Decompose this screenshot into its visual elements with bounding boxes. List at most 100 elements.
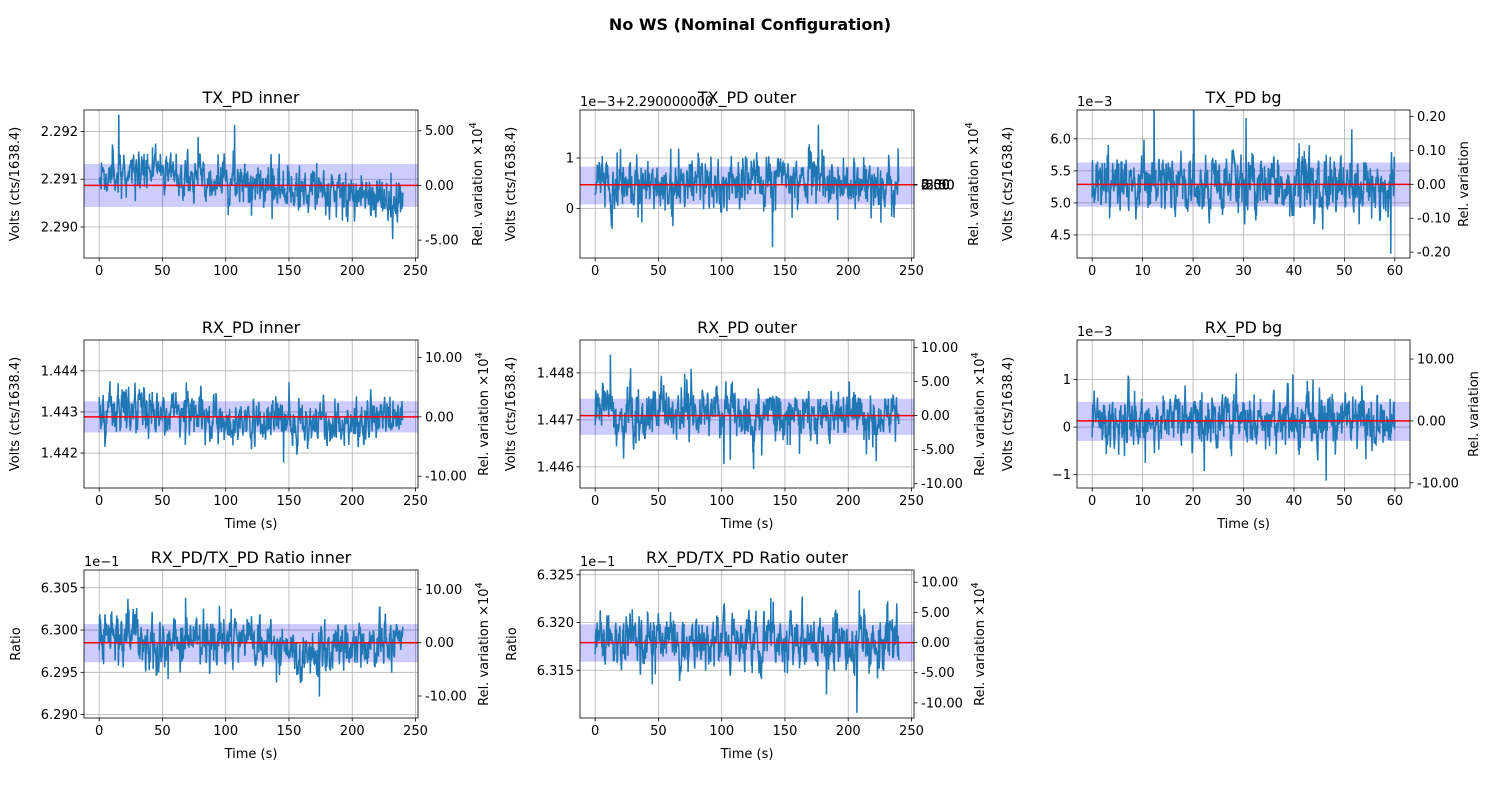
subplot-title: RX_PD/TX_PD Ratio outer	[646, 548, 848, 568]
y-tick-label: 1.443	[41, 405, 78, 420]
axes-frame	[83, 109, 419, 259]
y2-axis-label: Rel. variation ×104	[970, 352, 988, 476]
axes-frame	[579, 109, 915, 259]
x-tick-label: 100	[709, 494, 734, 509]
axes-frame	[579, 339, 915, 489]
y2-axis-label-exponent: 4	[964, 122, 975, 128]
subplot-title: RX_PD bg	[1205, 318, 1282, 338]
subplot-tx-inner: 0 50 100 150 200 250 2.290 2.291 2.292 -5.00 0.00 5…	[8, 88, 486, 279]
x-tick-label: 200	[836, 494, 861, 509]
y-tick-label: 6.320	[537, 616, 574, 631]
y2-axis-label: Rel. variation ×104	[468, 122, 486, 246]
x-tick-label: 0	[1088, 264, 1096, 279]
data-series-line	[1091, 110, 1396, 254]
x-tick-label: 0	[1088, 494, 1096, 509]
y2-tick-label: 5.00	[425, 124, 454, 139]
y-axis-label: Ratio	[505, 627, 520, 660]
x-tick-label: 50	[154, 494, 171, 509]
x-tick-label: 50	[650, 494, 667, 509]
axes-frame	[83, 569, 419, 719]
y2-tick-label: 0.00	[425, 410, 454, 425]
x-tick-label: 30	[1235, 264, 1252, 279]
y-tick-label: 5.5	[1050, 164, 1071, 179]
y2-tick-label: 0.20	[1417, 110, 1446, 125]
x-tick-label: 0	[591, 724, 599, 739]
x-tick-label: 10	[1134, 494, 1151, 509]
y2-tick-label: 10.00	[921, 576, 958, 591]
y-axis-label: Volts (cts/1638.4)	[504, 127, 519, 241]
y2-tick-label: 10.00	[921, 341, 958, 356]
x-tick-label: 50	[154, 724, 171, 739]
subplot-rx-outer: 0 50 100 150 200 250 1.446 1.447 1.448 -10.00 -5.0…	[504, 318, 988, 532]
x-tick-label: 200	[836, 264, 861, 279]
x-tick-label: 150	[773, 494, 798, 509]
x-tick-label: 200	[340, 494, 365, 509]
y-tick-label: 2.290	[41, 220, 78, 235]
data-series-line	[594, 590, 900, 713]
x-tick-label: 150	[277, 264, 302, 279]
x-tick-label: 200	[340, 724, 365, 739]
y2-axis-label-text: Rel. variation	[1467, 371, 1482, 457]
y-tick-label: 6.300	[41, 624, 78, 639]
y-tick-label: 6.290	[41, 708, 78, 723]
axes-frame	[83, 339, 419, 489]
axes-frame	[579, 569, 915, 719]
y-tick-label: 1.447	[537, 413, 574, 428]
y-tick-label: 1.446	[537, 460, 574, 475]
y-tick-label: 0	[1063, 421, 1071, 436]
y-tick-label: 6.0	[1050, 132, 1071, 147]
subplot-title: TX_PD outer	[697, 88, 797, 108]
y2-axis-label-exponent: 4	[970, 582, 981, 588]
x-tick-label: 0	[95, 724, 103, 739]
y2-tick-label: 10.00	[425, 351, 462, 366]
y2-tick-label: 0.10	[1417, 144, 1446, 159]
axis-offset-label: 1e−3	[1077, 325, 1112, 340]
y2-axis-label-text: Rel. variation ×10	[973, 589, 988, 706]
y2-tick-label: -5.00	[425, 234, 459, 249]
y2-tick-label: -2.50	[921, 178, 955, 193]
y-tick-label: 1.442	[41, 447, 78, 462]
y2-tick-label: 0.00	[1417, 414, 1446, 429]
y-axis-label: Volts (cts/1638.4)	[1001, 127, 1016, 241]
y2-tick-label: 10.00	[425, 583, 462, 598]
y-axis-label: Volts (cts/1638.4)	[504, 357, 519, 471]
subplot-ratio-outer: 0 50 100 150 200 250 6.315 6.320 6.325 -10.00 -5.0…	[505, 548, 988, 762]
y2-tick-label: -0.10	[1417, 212, 1451, 227]
data-series-line	[1091, 373, 1396, 481]
x-tick-label: 150	[277, 494, 302, 509]
x-tick-label: 50	[650, 264, 667, 279]
subplot-title: RX_PD/TX_PD Ratio inner	[151, 548, 352, 568]
y-axis-label: Volts (cts/1638.4)	[8, 357, 23, 471]
y2-axis-label-text: Rel. variation ×10	[967, 129, 982, 246]
x-tick-label: 150	[773, 264, 798, 279]
subplot-rx-inner: 0 50 100 150 200 250 1.442 1.443 1.444 -10.00 0.00…	[8, 318, 492, 532]
data-series-line	[98, 381, 404, 463]
data-series-line	[98, 597, 404, 697]
x-tick-label: 0	[591, 264, 599, 279]
y2-axis-label: Rel. variation	[1467, 371, 1482, 457]
x-tick-label: 100	[709, 724, 734, 739]
x-tick-label: 60	[1387, 264, 1404, 279]
subplot-title: TX_PD bg	[1204, 88, 1281, 108]
y2-axis-label-text: Rel. variation ×10	[973, 359, 988, 476]
x-tick-label: 50	[154, 264, 171, 279]
subplot-ratio-inner: 0 50 100 150 200 250 6.290 6.295 6.300 6.305 -10.0…	[9, 548, 492, 762]
x-tick-label: 30	[1235, 494, 1252, 509]
x-tick-label: 50	[1336, 494, 1353, 509]
y-axis-label: Ratio	[9, 627, 24, 660]
x-tick-label: 0	[95, 494, 103, 509]
y-tick-label: 1	[566, 151, 574, 166]
y2-axis-label: Rel. variation	[1457, 141, 1472, 227]
y-tick-label: 1	[1063, 373, 1071, 388]
axis-offset-label: 1e−1	[84, 555, 119, 570]
y-axis-label: Volts (cts/1638.4)	[1001, 357, 1016, 471]
x-axis-label: Time (s)	[1216, 517, 1270, 532]
data-series-line	[594, 124, 900, 248]
axis-offset-label: 1e−1	[580, 555, 615, 570]
x-axis-label: Time (s)	[720, 747, 774, 762]
y2-tick-label: -10.00	[1417, 476, 1459, 491]
y2-tick-label: 5.00	[921, 178, 950, 193]
x-tick-label: 0	[95, 264, 103, 279]
x-tick-label: 40	[1286, 264, 1303, 279]
